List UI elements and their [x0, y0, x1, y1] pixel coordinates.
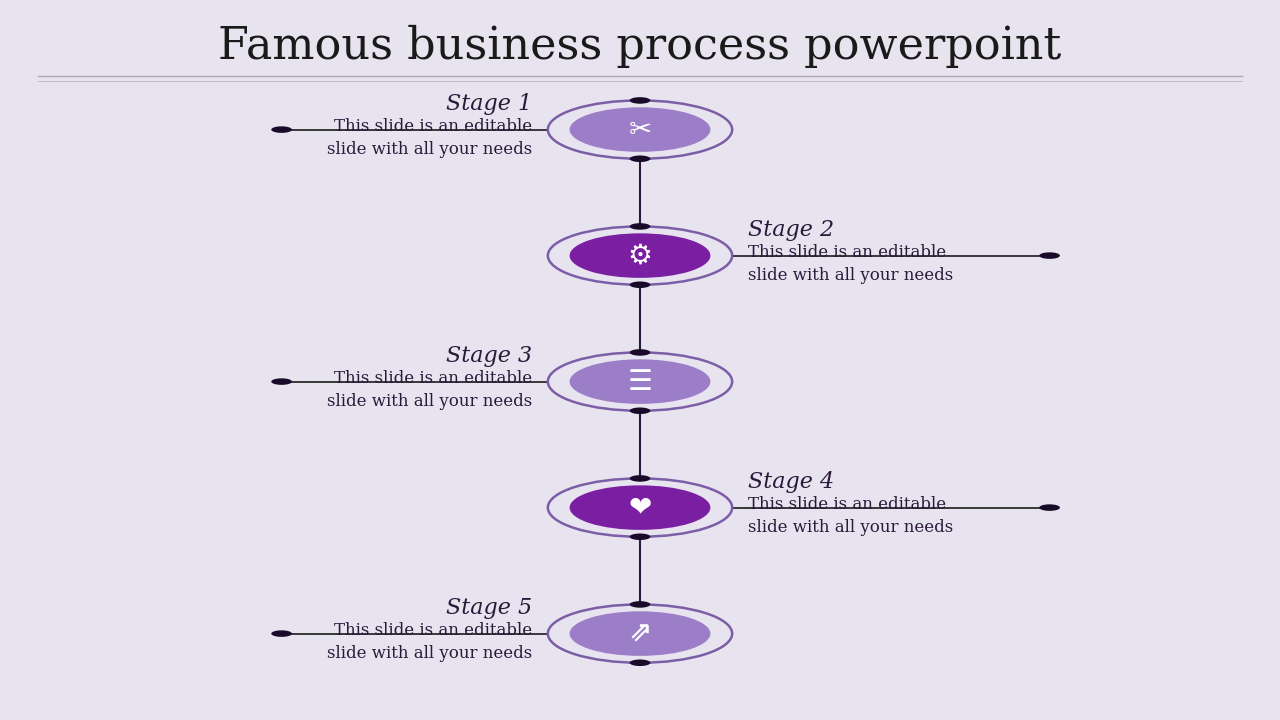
Text: This slide is an editable
slide with all your needs: This slide is an editable slide with all…: [748, 496, 952, 536]
Text: This slide is an editable
slide with all your needs: This slide is an editable slide with all…: [328, 622, 532, 662]
Ellipse shape: [548, 226, 732, 284]
Ellipse shape: [570, 611, 710, 656]
Ellipse shape: [570, 485, 710, 530]
Text: Stage 2: Stage 2: [748, 219, 833, 241]
Ellipse shape: [548, 479, 732, 537]
Ellipse shape: [271, 630, 292, 637]
Ellipse shape: [630, 349, 650, 356]
Ellipse shape: [630, 97, 650, 104]
Ellipse shape: [630, 660, 650, 666]
Ellipse shape: [630, 475, 650, 482]
Text: Famous business process powerpoint: Famous business process powerpoint: [219, 25, 1061, 68]
Ellipse shape: [630, 601, 650, 608]
Text: Stage 5: Stage 5: [447, 597, 532, 619]
Text: ☰: ☰: [627, 368, 653, 395]
Text: Stage 3: Stage 3: [447, 345, 532, 367]
Ellipse shape: [1039, 252, 1060, 259]
Ellipse shape: [548, 605, 732, 662]
Ellipse shape: [630, 534, 650, 540]
Ellipse shape: [271, 126, 292, 133]
Text: This slide is an editable
slide with all your needs: This slide is an editable slide with all…: [328, 370, 532, 410]
Ellipse shape: [570, 107, 710, 152]
Text: This slide is an editable
slide with all your needs: This slide is an editable slide with all…: [748, 244, 952, 284]
Ellipse shape: [570, 359, 710, 404]
Ellipse shape: [630, 282, 650, 288]
Text: ✂: ✂: [628, 116, 652, 143]
Text: ❤: ❤: [628, 494, 652, 521]
Ellipse shape: [630, 223, 650, 230]
Text: ⚙: ⚙: [627, 242, 653, 269]
Text: Stage 4: Stage 4: [748, 471, 833, 493]
Text: ⇗: ⇗: [628, 620, 652, 647]
Text: This slide is an editable
slide with all your needs: This slide is an editable slide with all…: [328, 118, 532, 158]
Ellipse shape: [570, 233, 710, 278]
Ellipse shape: [548, 101, 732, 158]
Ellipse shape: [630, 408, 650, 414]
Ellipse shape: [271, 378, 292, 385]
Text: Stage 1: Stage 1: [447, 93, 532, 115]
Ellipse shape: [1039, 504, 1060, 511]
Ellipse shape: [630, 156, 650, 162]
Ellipse shape: [548, 353, 732, 410]
